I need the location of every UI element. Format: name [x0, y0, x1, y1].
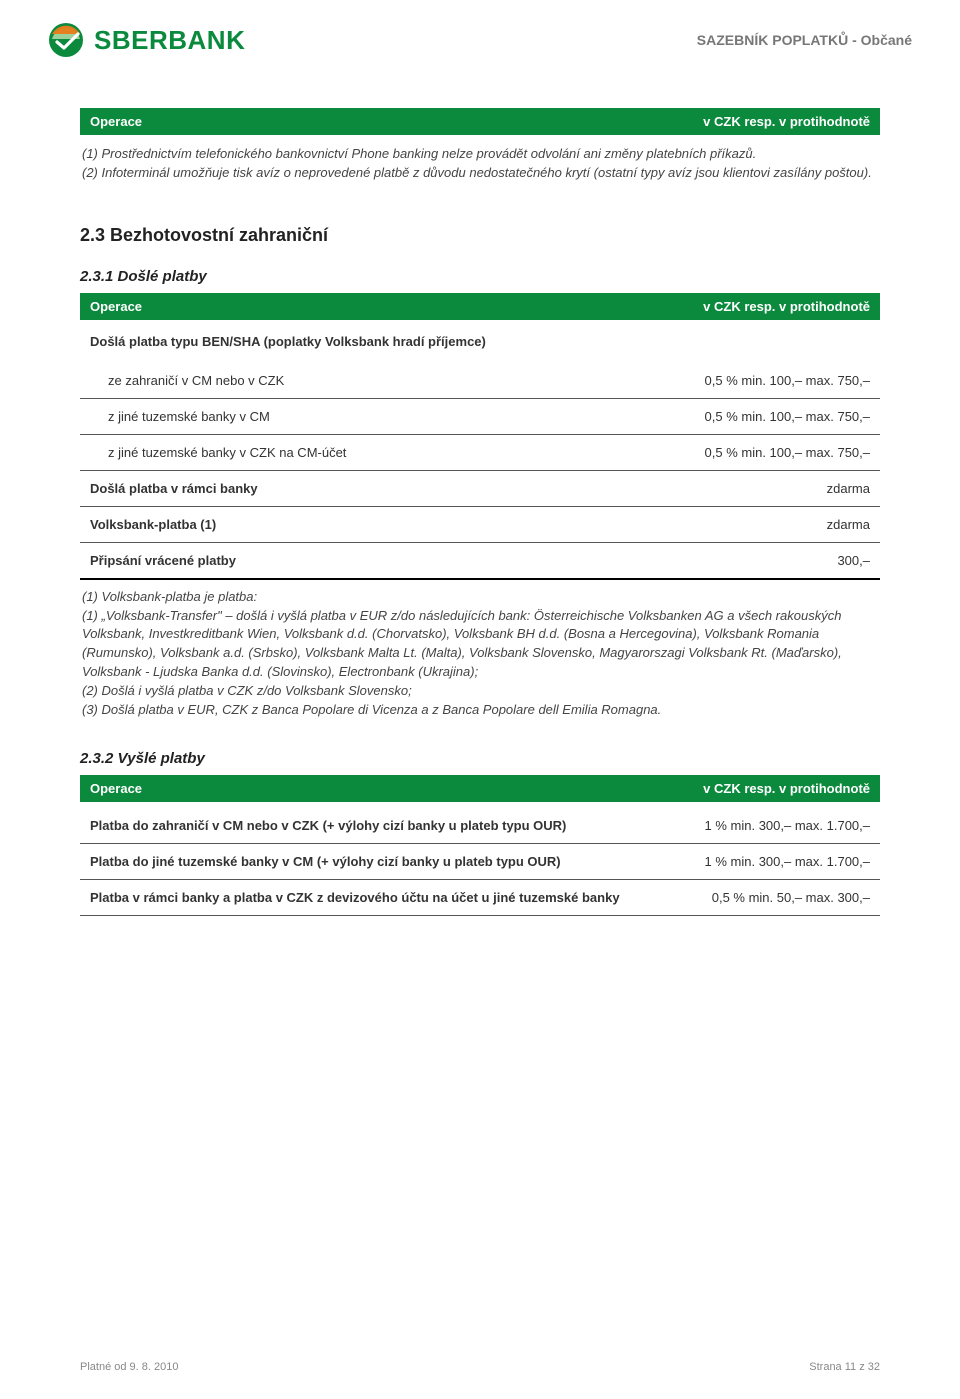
- section3-table-header: Operace v CZK resp. v protihodnotě: [80, 775, 880, 802]
- row-label: Připsání vrácené platby: [90, 553, 650, 568]
- row-value: 0,5 % min. 100,– max. 750,–: [650, 445, 870, 460]
- page-header: SBERBANK SAZEBNÍK POPLATKŮ - Občané: [0, 0, 960, 68]
- row-value: zdarma: [650, 517, 870, 532]
- section2-group-label: Došlá platba typu BEN/SHA (poplatky Volk…: [80, 326, 880, 363]
- table-row: Připsání vrácené platby300,–: [80, 543, 880, 580]
- footer-right: Strana 11 z 32: [809, 1361, 880, 1373]
- row-label: Platba do zahraničí v CM nebo v CZK (+ v…: [90, 818, 650, 833]
- table-row: ze zahraničí v CM nebo v CZK0,5 % min. 1…: [80, 363, 880, 399]
- row-value: 0,5 % min. 100,– max. 750,–: [650, 409, 870, 424]
- table-header-right: v CZK resp. v protihodnotě: [703, 781, 870, 796]
- row-label: z jiné tuzemské banky v CZK na CM-účet: [90, 445, 650, 460]
- section2-subheading: 2.3.1 Došlé platby: [80, 268, 880, 285]
- table-row: z jiné tuzemské banky v CZK na CM-účet0,…: [80, 435, 880, 471]
- row-label: Platba v rámci banky a platba v CZK z de…: [90, 890, 650, 905]
- table-row: Došlá platba v rámci bankyzdarma: [80, 471, 880, 507]
- table-header-right: v CZK resp. v protihodnotě: [703, 299, 870, 314]
- section2-table-header: Operace v CZK resp. v protihodnotě: [80, 293, 880, 320]
- table-row: z jiné tuzemské banky v CM0,5 % min. 100…: [80, 399, 880, 435]
- row-label: Platba do jiné tuzemské banky v CM (+ vý…: [90, 854, 650, 869]
- row-value: 0,5 % min. 100,– max. 750,–: [650, 373, 870, 388]
- section2-rows: ze zahraničí v CM nebo v CZK0,5 % min. 1…: [80, 363, 880, 580]
- row-value: 300,–: [650, 553, 870, 568]
- section3-rows: Platba do zahraničí v CM nebo v CZK (+ v…: [80, 808, 880, 916]
- table-header-right: v CZK resp. v protihodnotě: [703, 114, 870, 129]
- brand-name: SBERBANK: [94, 25, 245, 56]
- table-header-left: Operace: [90, 781, 142, 796]
- row-value: zdarma: [650, 481, 870, 496]
- table-row: Volksbank-platba (1)zdarma: [80, 507, 880, 543]
- row-value: 0,5 % min. 50,– max. 300,–: [650, 890, 870, 905]
- page-footer: Platné od 9. 8. 2010 Strana 11 z 32: [0, 1361, 960, 1373]
- row-label: Volksbank-platba (1): [90, 517, 650, 532]
- row-value: 1 % min. 300,– max. 1.700,–: [650, 854, 870, 869]
- table-header-left: Operace: [90, 299, 142, 314]
- footer-left: Platné od 9. 8. 2010: [80, 1361, 178, 1373]
- page-content: Operace v CZK resp. v protihodnotě (1) P…: [0, 68, 960, 916]
- table-header-left: Operace: [90, 114, 142, 129]
- sberbank-logo-icon: [48, 22, 84, 58]
- section1-table-header: Operace v CZK resp. v protihodnotě: [80, 108, 880, 135]
- row-label: ze zahraničí v CM nebo v CZK: [90, 373, 650, 388]
- section3-subheading: 2.3.2 Vyšlé platby: [80, 750, 880, 767]
- section1-notes: (1) Prostřednictvím telefonického bankov…: [80, 141, 880, 207]
- document-title: SAZEBNÍK POPLATKŮ - Občané: [697, 32, 912, 48]
- brand-logo: SBERBANK: [48, 22, 245, 58]
- table-row: Platba do jiné tuzemské banky v CM (+ vý…: [80, 844, 880, 880]
- row-label: z jiné tuzemské banky v CM: [90, 409, 650, 424]
- section2-heading: 2.3 Bezhotovostní zahraniční: [80, 225, 880, 246]
- row-label: Došlá platba v rámci banky: [90, 481, 650, 496]
- section2-footnote: (1) Volksbank-platba je platba: (1) „Vol…: [80, 580, 880, 740]
- table-row: Platba do zahraničí v CM nebo v CZK (+ v…: [80, 808, 880, 844]
- table-row: Platba v rámci banky a platba v CZK z de…: [80, 880, 880, 916]
- row-value: 1 % min. 300,– max. 1.700,–: [650, 818, 870, 833]
